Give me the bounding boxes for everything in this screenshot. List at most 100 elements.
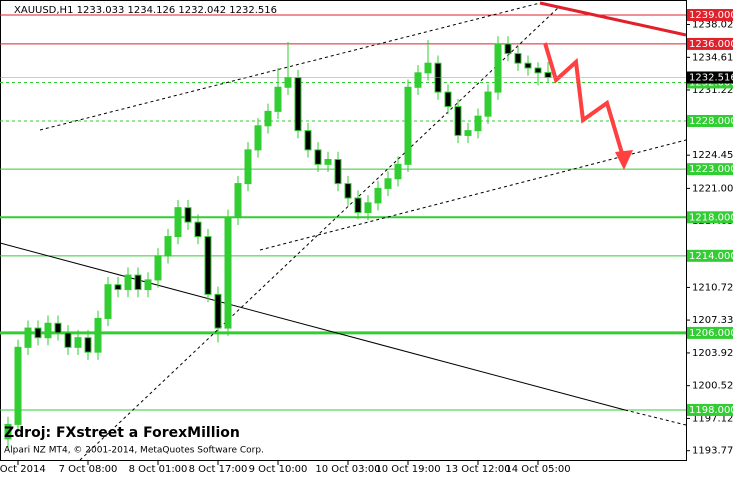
candle-body: [114, 284, 122, 291]
copyright-note: Alpari NZ MT4, © 2001-2014, MetaQuotes S…: [4, 446, 264, 456]
candle-body: [444, 91, 452, 108]
level-label-box: [687, 211, 733, 224]
candle-body: [424, 62, 432, 74]
candle-body: [344, 183, 352, 199]
candle-body: [154, 255, 162, 281]
candle-body: [84, 337, 92, 353]
y-tick-label: 1221.000: [692, 183, 734, 194]
level-label: 1198.000: [689, 405, 734, 416]
level-label-box: [687, 37, 733, 50]
candle-body: [204, 236, 212, 295]
y-tick-label: 1197.120: [692, 413, 734, 424]
x-tick-label: 14 Oct 05:00: [505, 464, 570, 475]
candle-body: [514, 53, 522, 64]
candle-body: [4, 423, 12, 440]
candle-body: [544, 72, 552, 78]
candle-body: [44, 322, 52, 339]
candle-body: [454, 106, 462, 136]
candle-body: [74, 337, 82, 348]
candle-body: [264, 110, 272, 127]
y-tick-label: 1203.920: [692, 348, 734, 359]
level-label-box: [687, 249, 733, 262]
level-label: 1218.000: [689, 212, 734, 223]
last-price-label: 1232.516: [689, 72, 734, 83]
level-label-box: [687, 9, 733, 22]
x-tick-label: 10 Oct 03:00: [315, 464, 380, 475]
source-note: Zdroj: FXstreet a ForexMillion: [4, 425, 240, 441]
y-tick-label: 1234.610: [692, 52, 734, 63]
level-label: 1206.000: [689, 328, 734, 339]
x-tick-label: 9 Oct 10:00: [249, 464, 308, 475]
support-line: [259, 139, 687, 251]
candle-body: [214, 293, 222, 329]
candle-body: [94, 317, 102, 353]
level-label: 1228.000: [689, 116, 734, 127]
candle-body: [534, 67, 542, 74]
x-tick-label: 7 Oct 08:00: [59, 464, 118, 475]
x-tick-label: 10 Oct 19:00: [375, 464, 440, 475]
candle-body: [494, 43, 502, 93]
candle-body: [304, 130, 312, 151]
levels: [0, 14, 686, 411]
forecast-arrow-head: [615, 150, 633, 170]
forecast-arrow: [543, 42, 626, 161]
chart-title: XAUUSD,H1 1233.033 1234.126 1232.042 123…: [14, 5, 277, 16]
x-tick-label: 6 Oct 2014: [0, 464, 46, 475]
candle-body: [54, 322, 62, 334]
candles: [4, 36, 552, 451]
y-tick-label: 1193.770: [692, 446, 734, 457]
x-tick-label: 13 Oct 12:00: [445, 464, 510, 475]
x-tick-label: 8 Oct 17:00: [189, 464, 248, 475]
candle-body: [314, 149, 322, 165]
candle-body: [124, 274, 132, 291]
candle-body: [324, 159, 332, 165]
candle-body: [334, 159, 342, 185]
level-label-box: [687, 403, 733, 416]
x-tick-label: 8 Oct 01:00: [129, 464, 188, 475]
candle-body: [384, 178, 392, 189]
candle-body: [364, 202, 372, 213]
y-tick-label: 1238.020: [692, 19, 734, 30]
candle-body: [524, 62, 532, 69]
level-label-box: [687, 326, 733, 339]
level-label-box: [687, 114, 733, 127]
channel-lower: [79, 5, 561, 461]
y-tick-label: 1207.330: [692, 315, 734, 326]
candle-body: [414, 72, 422, 88]
candle-body: [374, 187, 382, 204]
candle-body: [14, 346, 22, 425]
level-label: 1214.000: [689, 251, 734, 262]
candle-body: [64, 332, 72, 348]
y-tick-label: 1224.450: [692, 150, 734, 161]
axes: 1238.020 1234.610 1231.220 1224.450 1221.000…: [0, 9, 734, 475]
candle-body: [134, 274, 142, 291]
level-label: 1239.000: [689, 10, 734, 21]
candle-body: [34, 327, 42, 339]
candle-body: [24, 327, 32, 348]
y-tick-label: 1200.520: [692, 381, 734, 392]
candle-body: [174, 207, 182, 238]
candle-body: [144, 279, 152, 291]
candle-body: [164, 236, 172, 257]
trend-lines: [0, 1, 687, 461]
level-label-box: [687, 163, 733, 176]
candle-body: [284, 77, 292, 88]
last-price-box: [687, 71, 733, 84]
candle-body: [354, 197, 362, 213]
candle-body: [394, 163, 402, 180]
candle-body: [464, 130, 472, 136]
candle-body: [224, 216, 232, 329]
channel-upper: [39, 2, 541, 131]
candle-body: [504, 43, 512, 55]
candle-body: [274, 86, 282, 112]
candle-body: [244, 149, 252, 185]
candle-body: [184, 207, 192, 223]
trend-line-extension: [624, 409, 687, 426]
candle-body: [474, 115, 482, 132]
candle-body: [294, 77, 302, 132]
candle-body: [234, 183, 242, 218]
plot-frame: [0, 0, 687, 461]
trend-line: [0, 242, 626, 411]
